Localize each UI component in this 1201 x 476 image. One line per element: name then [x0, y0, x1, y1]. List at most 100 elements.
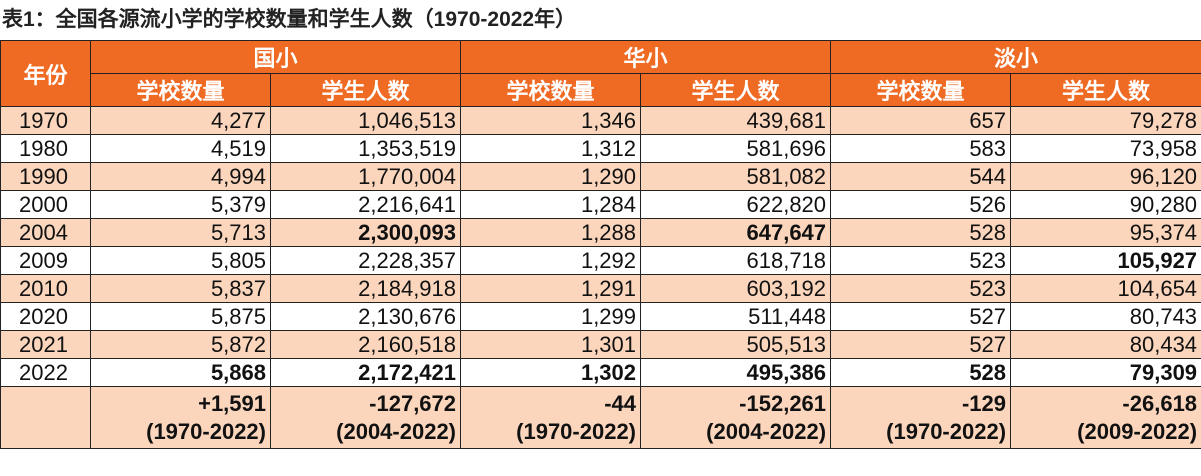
year-cell: 2010 — [0, 274, 91, 303]
year-cell: 1970 — [0, 106, 91, 135]
change-cell: -44 (1970-2022) — [460, 386, 642, 449]
table-row: 2021 5,872 2,160,518 1,301 505,513 527 8… — [0, 330, 1201, 359]
change-period: (2004-2022) — [706, 418, 827, 444]
change-value: -152,261 — [739, 390, 827, 416]
year-header: 年份 — [0, 40, 91, 107]
change-cell: -129 (1970-2022) — [830, 386, 1012, 449]
data-cell: 526 — [830, 190, 1012, 219]
data-cell: 583 — [830, 134, 1012, 163]
data-cell: 1,284 — [460, 190, 642, 219]
table-row: 2000 5,379 2,216,641 1,284 622,820 526 9… — [0, 190, 1201, 219]
data-cell: 528 — [830, 218, 1012, 247]
data-cell: 5,875 — [90, 302, 271, 331]
group-header-national: 国小 — [89, 40, 462, 74]
data-cell: 5,805 — [90, 246, 271, 275]
data-cell: 1,301 — [460, 330, 642, 359]
data-cell: 1,288 — [460, 218, 642, 247]
data-cell: 5,713 — [90, 218, 271, 247]
year-cell: 2022 — [0, 358, 91, 387]
data-cell: 1,353,519 — [269, 134, 462, 163]
change-period: (1970-2022) — [886, 418, 1007, 444]
data-cell: 505,513 — [640, 330, 832, 359]
data-cell: 1,291 — [460, 274, 642, 303]
data-cell: 79,309 — [1010, 358, 1201, 387]
year-cell: 1980 — [0, 134, 91, 163]
year-cell: 2004 — [0, 218, 91, 247]
data-cell: 1,299 — [460, 302, 642, 331]
data-cell: 618,718 — [640, 246, 832, 275]
table-row: 2004 5,713 2,300,093 1,288 647,647 528 9… — [0, 218, 1201, 247]
sub-header: 学生人数 — [640, 73, 832, 107]
data-cell: 2,160,518 — [269, 330, 462, 359]
data-cell: 2,184,918 — [269, 274, 462, 303]
table-row: 2020 5,875 2,130,676 1,299 511,448 527 8… — [0, 302, 1201, 331]
year-cell: 2020 — [0, 302, 91, 331]
change-period: (2004-2022) — [336, 418, 457, 444]
change-period: (1970-2022) — [146, 418, 266, 444]
data-cell: 5,872 — [90, 330, 271, 359]
data-cell: 4,277 — [90, 106, 271, 135]
data-cell-peak: 2,300,093 — [269, 218, 462, 247]
sub-header: 学校数量 — [830, 73, 1012, 107]
data-cell: 523 — [830, 246, 1012, 275]
table-row: 2010 5,837 2,184,918 1,291 603,192 523 1… — [0, 274, 1201, 303]
data-cell: 95,374 — [1010, 218, 1201, 247]
data-cell: 5,837 — [90, 274, 271, 303]
change-cell: -26,618 (2009-2022) — [1010, 386, 1201, 449]
data-cell: 2,216,641 — [269, 190, 462, 219]
data-cell: 90,280 — [1010, 190, 1201, 219]
school-data-table: 年份 国小 华小 淡小 学校数量 学生人数 学校数量 学生人数 学校数量 学生人… — [0, 40, 1201, 449]
change-value: -44 — [604, 390, 637, 416]
data-cell: 104,654 — [1010, 274, 1201, 303]
data-cell: 96,120 — [1010, 162, 1201, 191]
data-cell: 581,082 — [640, 162, 832, 191]
table-row: 1980 4,519 1,353,519 1,312 581,696 583 7… — [0, 134, 1201, 163]
table-row: 1990 4,994 1,770,004 1,290 581,082 544 9… — [0, 162, 1201, 191]
sub-header: 学校数量 — [460, 73, 642, 107]
table-row: 2009 5,805 2,228,357 1,292 618,718 523 1… — [0, 246, 1201, 275]
data-cell: 1,290 — [460, 162, 642, 191]
change-period: (1970-2022) — [516, 418, 637, 444]
data-cell: 2,228,357 — [269, 246, 462, 275]
data-cell: 1,302 — [460, 358, 642, 387]
data-cell: 511,448 — [640, 302, 832, 331]
data-cell: 523 — [830, 274, 1012, 303]
data-cell: 2,172,421 — [269, 358, 462, 387]
data-cell: 4,994 — [90, 162, 271, 191]
data-cell: 80,743 — [1010, 302, 1201, 331]
data-cell: 495,386 — [640, 358, 832, 387]
change-value: +1,591 — [198, 390, 266, 416]
data-cell: 657 — [830, 106, 1012, 135]
data-cell: 2,130,676 — [269, 302, 462, 331]
change-period: (2009-2022) — [1077, 418, 1198, 444]
change-row: +1,591 (1970-2022) -127,672 (2004-2022) -4… — [0, 386, 1201, 449]
data-cell: 1,770,004 — [269, 162, 462, 191]
group-header-chinese: 华小 — [460, 40, 832, 74]
year-cell: 1990 — [0, 162, 91, 191]
change-value: -26,618 — [1122, 390, 1198, 416]
data-cell: 544 — [830, 162, 1012, 191]
change-value: -127,672 — [369, 390, 457, 416]
year-cell: 2021 — [0, 330, 91, 359]
data-cell: 1,046,513 — [269, 106, 462, 135]
data-cell: 527 — [830, 302, 1012, 331]
change-cell: +1,591 (1970-2022) — [90, 386, 271, 449]
data-cell-peak: 105,927 — [1010, 246, 1201, 275]
change-year-cell — [0, 386, 91, 449]
year-cell: 2000 — [0, 190, 91, 219]
table-row-latest: 2022 5,868 2,172,421 1,302 495,386 528 7… — [0, 358, 1201, 387]
data-cell: 1,292 — [460, 246, 642, 275]
data-cell: 528 — [830, 358, 1012, 387]
change-cell: -152,261 (2004-2022) — [640, 386, 832, 449]
table-title: 表1：全国各源流小学的学校数量和学生人数（1970-2022年） — [2, 8, 577, 31]
change-cell: -127,672 (2004-2022) — [269, 386, 462, 449]
sub-header: 学生人数 — [269, 73, 462, 107]
data-cell: 79,278 — [1010, 106, 1201, 135]
data-cell-peak: 647,647 — [640, 218, 832, 247]
change-value: -129 — [961, 390, 1007, 416]
data-cell: 581,696 — [640, 134, 832, 163]
data-cell: 1,312 — [460, 134, 642, 163]
data-cell: 5,868 — [90, 358, 271, 387]
data-cell: 80,434 — [1010, 330, 1201, 359]
data-cell: 603,192 — [640, 274, 832, 303]
